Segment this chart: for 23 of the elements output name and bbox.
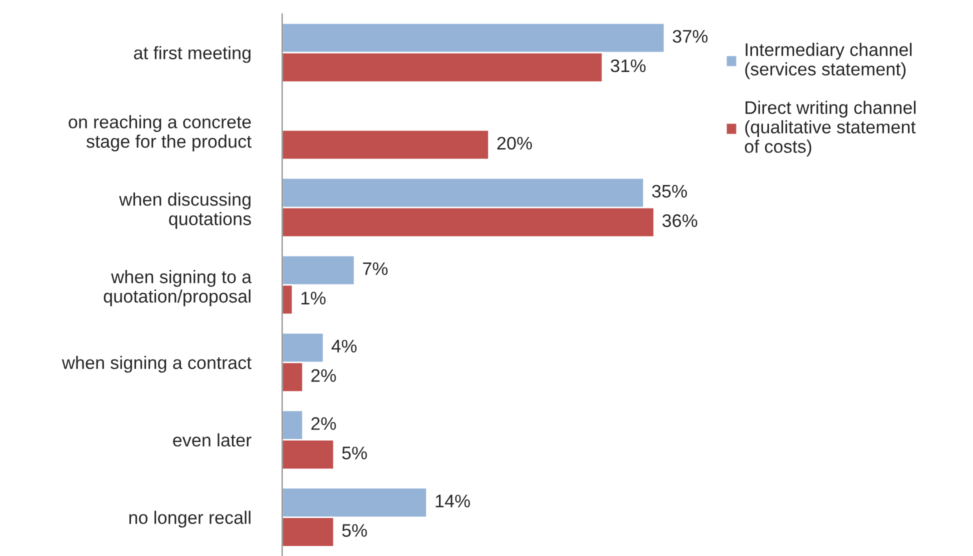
data-label: 35%: [652, 184, 687, 198]
data-label: 14%: [436, 494, 470, 508]
data-label: 31%: [610, 59, 646, 72]
legend-label: Direct writing channel (qualitative statement of costs): [744, 100, 916, 156]
y-tick-label: on reaching a concrete stage for the product: [68, 115, 252, 152]
data-label: 2%: [311, 369, 336, 382]
y-tick-label: no longer recall: [129, 510, 250, 528]
data-label: 20%: [497, 136, 532, 150]
y-tick-label: when discussing quotations: [119, 192, 251, 229]
data-label: 5%: [342, 524, 367, 537]
data-label: 7%: [363, 262, 388, 276]
bar: [282, 129, 490, 160]
y-tick-label: even later: [173, 433, 252, 447]
y-tick-label: when signing to a quotation/proposal: [104, 270, 252, 306]
data-label: 4%: [332, 340, 357, 352]
legend-label: Intermediary channel (services statement): [745, 42, 912, 80]
data-label: 1%: [302, 292, 326, 304]
y-tick-label: when signing a contract: [62, 356, 252, 373]
y-tick-label: at first meeting: [134, 46, 250, 63]
data-label: 2%: [311, 417, 336, 430]
data-label: 37%: [672, 30, 708, 43]
data-label: 36%: [662, 214, 698, 228]
data-label: 5%: [342, 446, 367, 460]
